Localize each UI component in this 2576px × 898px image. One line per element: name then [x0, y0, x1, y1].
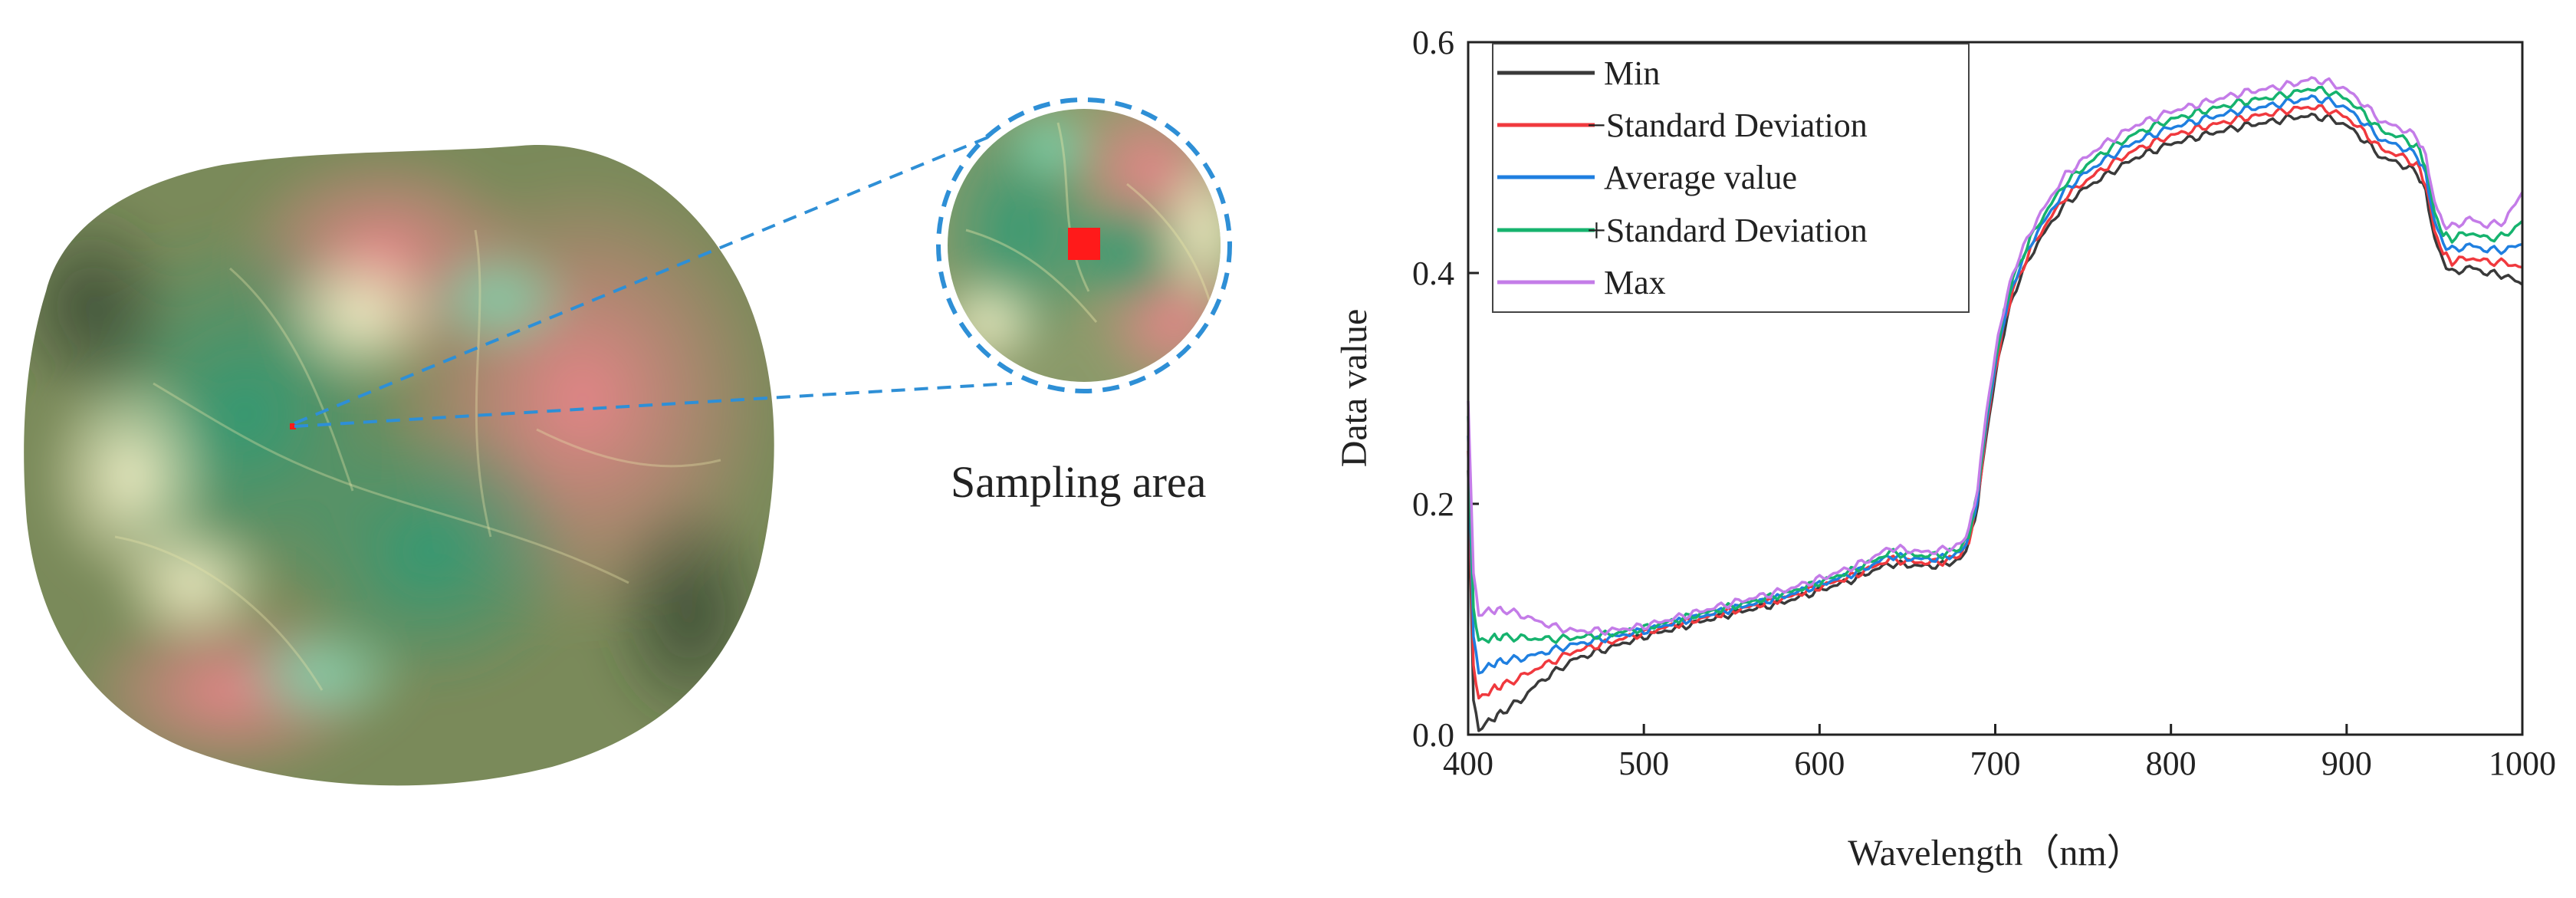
x-tick-label: 500 [1618, 745, 1669, 782]
chart-series [1467, 76, 2524, 732]
y-tick-label: 0.0 [1412, 716, 1454, 754]
chart-legend: Min −Standard Deviation Average value +S… [1492, 43, 1970, 313]
y-tick-label: 0.4 [1412, 255, 1454, 292]
fruit-image [24, 145, 774, 786]
legend-label-max: Max [1604, 264, 1666, 301]
x-tick-label: 800 [2146, 745, 2196, 782]
legend-label-minus-sd: −Standard Deviation [1587, 107, 1868, 144]
zoom-inset-border [936, 97, 1232, 393]
x-tick-label: 1000 [2489, 745, 2556, 782]
y-tick-label: 0.2 [1412, 485, 1454, 523]
plot-frame [1467, 41, 2524, 736]
legend-label-plus-sd: +Standard Deviation [1587, 212, 1868, 249]
y-tick-label: 0.6 [1412, 24, 1454, 61]
series-line-max [1467, 76, 2524, 636]
legend-label-average: Average value [1604, 159, 1797, 196]
y-axis-title: Data value [1334, 309, 1375, 468]
x-axis-title: Wavelength（nm） [1848, 833, 2143, 873]
sampling-area-caption: Sampling area [951, 457, 1206, 507]
callout-line-lower [294, 382, 1013, 428]
x-tick-label: 700 [1970, 745, 2021, 782]
zoom-inset [936, 97, 1232, 393]
callout-line-upper [294, 133, 994, 425]
sampling-area-marker [1068, 228, 1100, 260]
sample-point-marker [290, 423, 296, 429]
spectral-chart: 400 500 600 700 800 900 1000 0.0 0.2 0.4 0.6 Min −… [1334, 24, 2556, 873]
x-tick-label: 400 [1443, 745, 1493, 782]
chart-ticks: 400 500 600 700 800 900 1000 0.0 0.2 0.4 0.6 [1412, 24, 2556, 782]
x-tick-label: 900 [2321, 745, 2372, 782]
x-tick-label: 600 [1794, 745, 1845, 782]
legend-label-min: Min [1604, 54, 1660, 92]
